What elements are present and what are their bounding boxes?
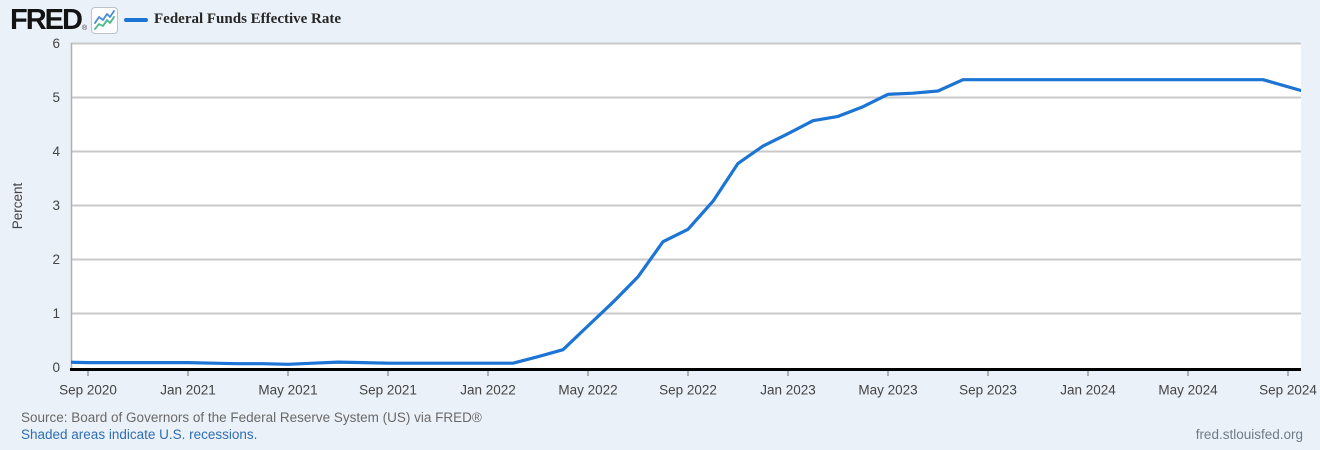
svg-text:0: 0 (52, 360, 60, 375)
svg-text:Sep 2023: Sep 2023 (959, 383, 1017, 398)
svg-text:May 2022: May 2022 (558, 383, 617, 398)
svg-text:Jan 2022: Jan 2022 (460, 383, 516, 398)
source-attribution: Source: Board of Governors of the Federa… (21, 410, 482, 425)
svg-text:2: 2 (52, 252, 60, 267)
fred-site-link[interactable]: fred.stlouisfed.org (1195, 427, 1303, 442)
legend-item[interactable]: Federal Funds Effective Rate (124, 11, 341, 28)
svg-text:3: 3 (52, 198, 60, 213)
svg-text:6: 6 (52, 36, 60, 51)
registered-trademark-mark: ® (81, 25, 88, 32)
brand-header: FRED ® (10, 4, 119, 36)
recessions-note-link[interactable]: Shaded areas indicate U.S. recessions. (21, 427, 258, 442)
chart-area: Sep 2020 Jan 2021 May 2021 Sep 2021 Jan 2022… (10, 36, 1317, 398)
line-chart-icon (91, 6, 119, 34)
series-line (71, 78, 1301, 366)
x-tick-labels: Sep 2020 Jan 2021 May 2021 Sep 2021 Jan 2022… (59, 371, 1317, 398)
svg-text:5: 5 (52, 90, 60, 105)
gridlines (71, 42, 1301, 315)
legend-series-label: Federal Funds Effective Rate (154, 11, 342, 27)
svg-text:May 2024: May 2024 (1158, 383, 1218, 398)
y-tick-labels: 0 1 2 3 4 5 6 (52, 36, 60, 375)
svg-text:Sep 2024: Sep 2024 (1259, 383, 1317, 398)
svg-text:4: 4 (52, 144, 60, 159)
svg-text:1: 1 (52, 306, 60, 321)
svg-text:May 2023: May 2023 (858, 383, 917, 398)
svg-text:Jan 2023: Jan 2023 (760, 383, 816, 398)
chart-canvas: Sep 2020 Jan 2021 May 2021 Sep 2021 Jan 2022… (10, 36, 1317, 398)
svg-text:Jan 2021: Jan 2021 (160, 383, 216, 398)
y-axis-title: Percent (10, 182, 25, 229)
legend-line-swatch (124, 17, 148, 22)
svg-text:May 2021: May 2021 (258, 383, 317, 398)
svg-text:Jan 2024: Jan 2024 (1060, 383, 1116, 398)
svg-text:Sep 2020: Sep 2020 (59, 383, 117, 398)
svg-text:Sep 2021: Sep 2021 (359, 383, 417, 398)
fred-logo[interactable]: FRED (10, 4, 83, 36)
svg-text:Sep 2022: Sep 2022 (659, 383, 717, 398)
